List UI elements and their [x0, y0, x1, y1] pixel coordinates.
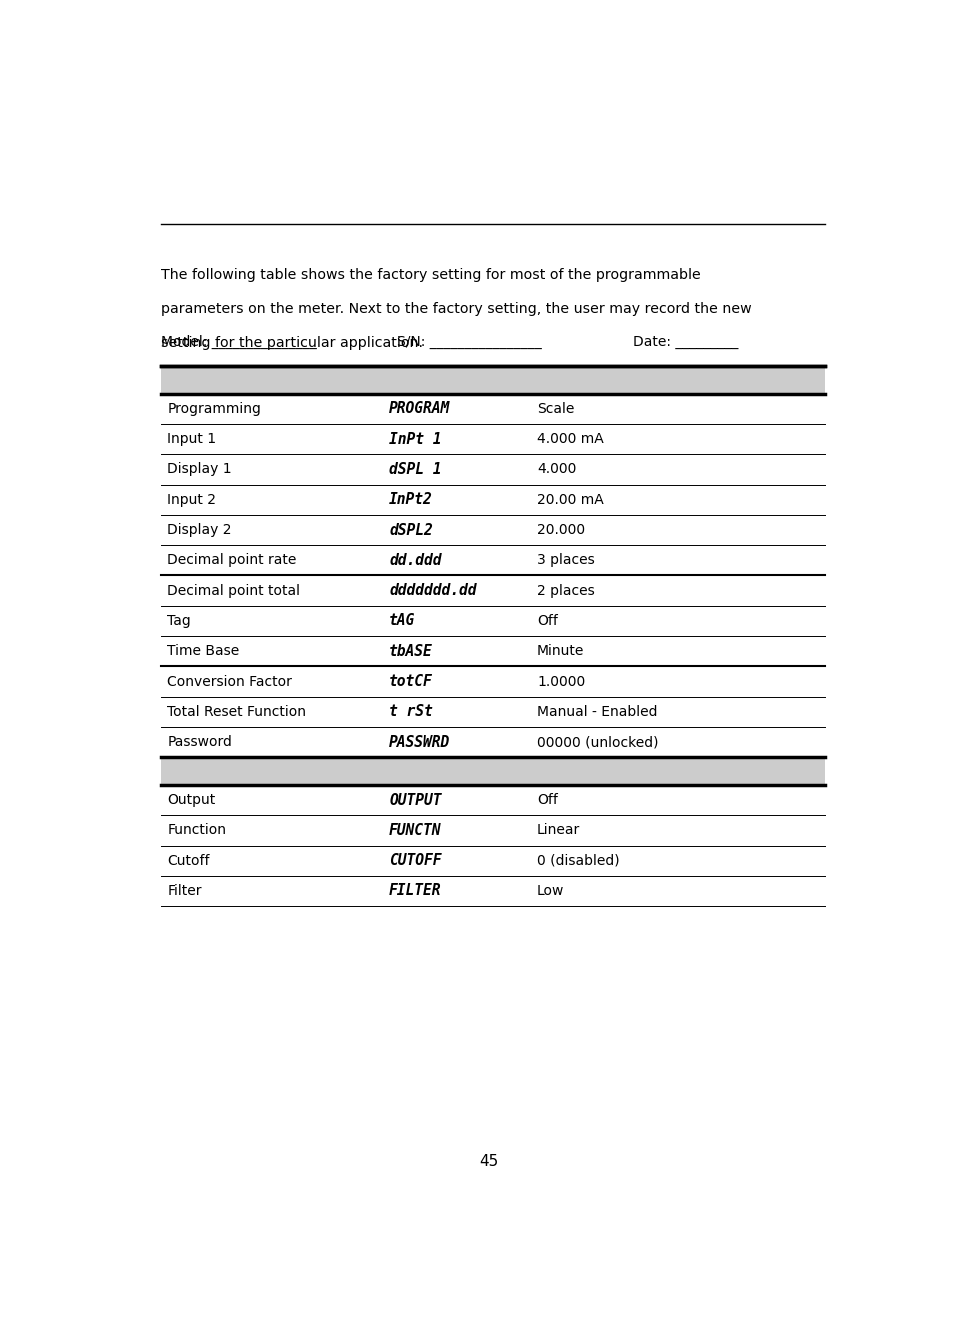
Text: Tag: Tag — [167, 615, 191, 628]
Text: Time Base: Time Base — [167, 644, 239, 659]
Text: Scale: Scale — [537, 402, 574, 415]
Text: PROGRAM: PROGRAM — [389, 401, 450, 417]
Text: Display 2: Display 2 — [167, 522, 232, 537]
Text: Programming: Programming — [167, 402, 261, 415]
Text: tbASE: tbASE — [389, 644, 433, 659]
Text: PASSWRD: PASSWRD — [389, 735, 450, 749]
Text: 45: 45 — [478, 1154, 498, 1169]
Text: Input 2: Input 2 — [167, 493, 216, 506]
Text: 2 places: 2 places — [537, 584, 594, 597]
Text: Input 1: Input 1 — [167, 432, 216, 446]
Text: Decimal point total: Decimal point total — [167, 584, 300, 597]
Text: The following table shows the factory setting for most of the programmable: The following table shows the factory se… — [161, 269, 700, 282]
Text: totCF: totCF — [389, 675, 433, 689]
Text: Conversion Factor: Conversion Factor — [167, 675, 292, 688]
Text: Date: _________: Date: _________ — [633, 335, 738, 349]
Text: Decimal point rate: Decimal point rate — [167, 553, 296, 568]
Text: dSPL 1: dSPL 1 — [389, 462, 441, 477]
Text: FUNCTN: FUNCTN — [389, 823, 441, 838]
Text: 3 places: 3 places — [537, 553, 594, 568]
Text: parameters on the meter. Next to the factory setting, the user may record the ne: parameters on the meter. Next to the fac… — [161, 302, 751, 317]
Text: dd.ddd: dd.ddd — [389, 553, 441, 568]
Text: tAG: tAG — [389, 613, 415, 628]
Text: InPt 1: InPt 1 — [389, 432, 441, 446]
Text: CUTOFF: CUTOFF — [389, 854, 441, 868]
Text: 20.000: 20.000 — [537, 522, 584, 537]
Bar — [161, 366, 824, 394]
Text: FILTER: FILTER — [389, 883, 441, 899]
Text: S/N: ________________: S/N: ________________ — [396, 335, 540, 349]
Text: Display 1: Display 1 — [167, 462, 232, 477]
Text: Low: Low — [537, 884, 564, 898]
Text: Function: Function — [167, 823, 226, 838]
Text: Password: Password — [167, 735, 232, 749]
Text: Model: _______________: Model: _______________ — [161, 335, 316, 349]
Text: 1.0000: 1.0000 — [537, 675, 584, 688]
Text: Output: Output — [167, 794, 215, 807]
Text: 4.000 mA: 4.000 mA — [537, 432, 603, 446]
Text: ddddddd.dd: ddddddd.dd — [389, 582, 476, 599]
Text: Minute: Minute — [537, 644, 584, 659]
Bar — [161, 758, 824, 786]
Text: Off: Off — [537, 794, 558, 807]
Text: Manual - Enabled: Manual - Enabled — [537, 705, 657, 719]
Text: OUTPUT: OUTPUT — [389, 792, 441, 807]
Text: Filter: Filter — [167, 884, 202, 898]
Text: Total Reset Function: Total Reset Function — [167, 705, 306, 719]
Text: dSPL2: dSPL2 — [389, 522, 433, 537]
Text: 00000 (unlocked): 00000 (unlocked) — [537, 735, 658, 749]
Text: Cutoff: Cutoff — [167, 854, 210, 867]
Text: Linear: Linear — [537, 823, 579, 838]
Text: 0 (disabled): 0 (disabled) — [537, 854, 618, 867]
Text: 4.000: 4.000 — [537, 462, 576, 477]
Text: setting for the particular application.: setting for the particular application. — [161, 337, 423, 350]
Text: t rSt: t rSt — [389, 704, 433, 719]
Text: Off: Off — [537, 615, 558, 628]
Text: InPt2: InPt2 — [389, 492, 433, 508]
Text: 20.00 mA: 20.00 mA — [537, 493, 603, 506]
